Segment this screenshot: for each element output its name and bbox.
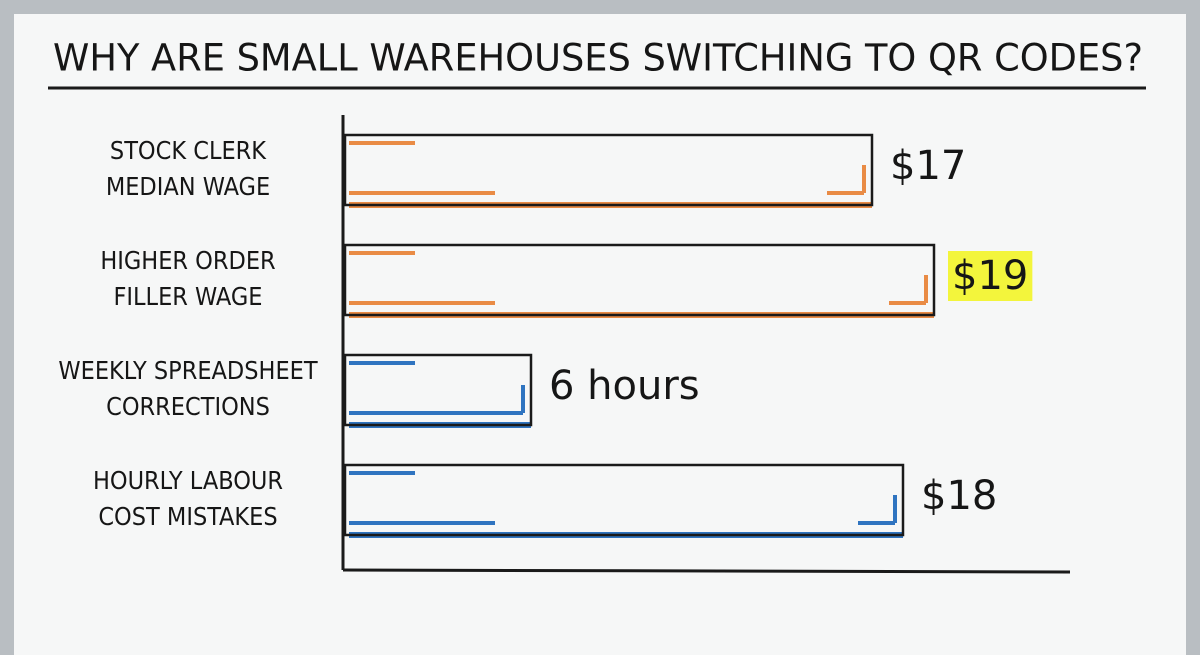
category-label: STOCK CLERK xyxy=(110,136,267,165)
value-label: $17 xyxy=(890,143,966,189)
category-label: COST MISTAKES xyxy=(98,502,277,531)
board-surface xyxy=(14,14,1186,655)
value-label: $18 xyxy=(921,473,997,519)
bar xyxy=(343,243,936,317)
category-label: HOURLY LABOUR xyxy=(93,466,283,495)
bar xyxy=(343,133,874,207)
category-label: FILLER WAGE xyxy=(113,282,262,311)
value-label: $19 xyxy=(952,253,1028,299)
category-label: CORRECTIONS xyxy=(106,392,270,421)
value-label-highlight xyxy=(948,251,1033,301)
category-label: WEEKLY SPREADSHEET xyxy=(58,356,317,385)
category-label: MEDIAN WAGE xyxy=(106,172,270,201)
bar xyxy=(343,463,905,537)
bar xyxy=(343,353,533,427)
category-label: HIGHER ORDER xyxy=(100,246,275,275)
x-axis xyxy=(342,568,1071,574)
value-label: 6 hours xyxy=(549,363,700,409)
chart-title: WHY ARE SMALL WAREHOUSES SWITCHING TO QR… xyxy=(53,37,1143,80)
